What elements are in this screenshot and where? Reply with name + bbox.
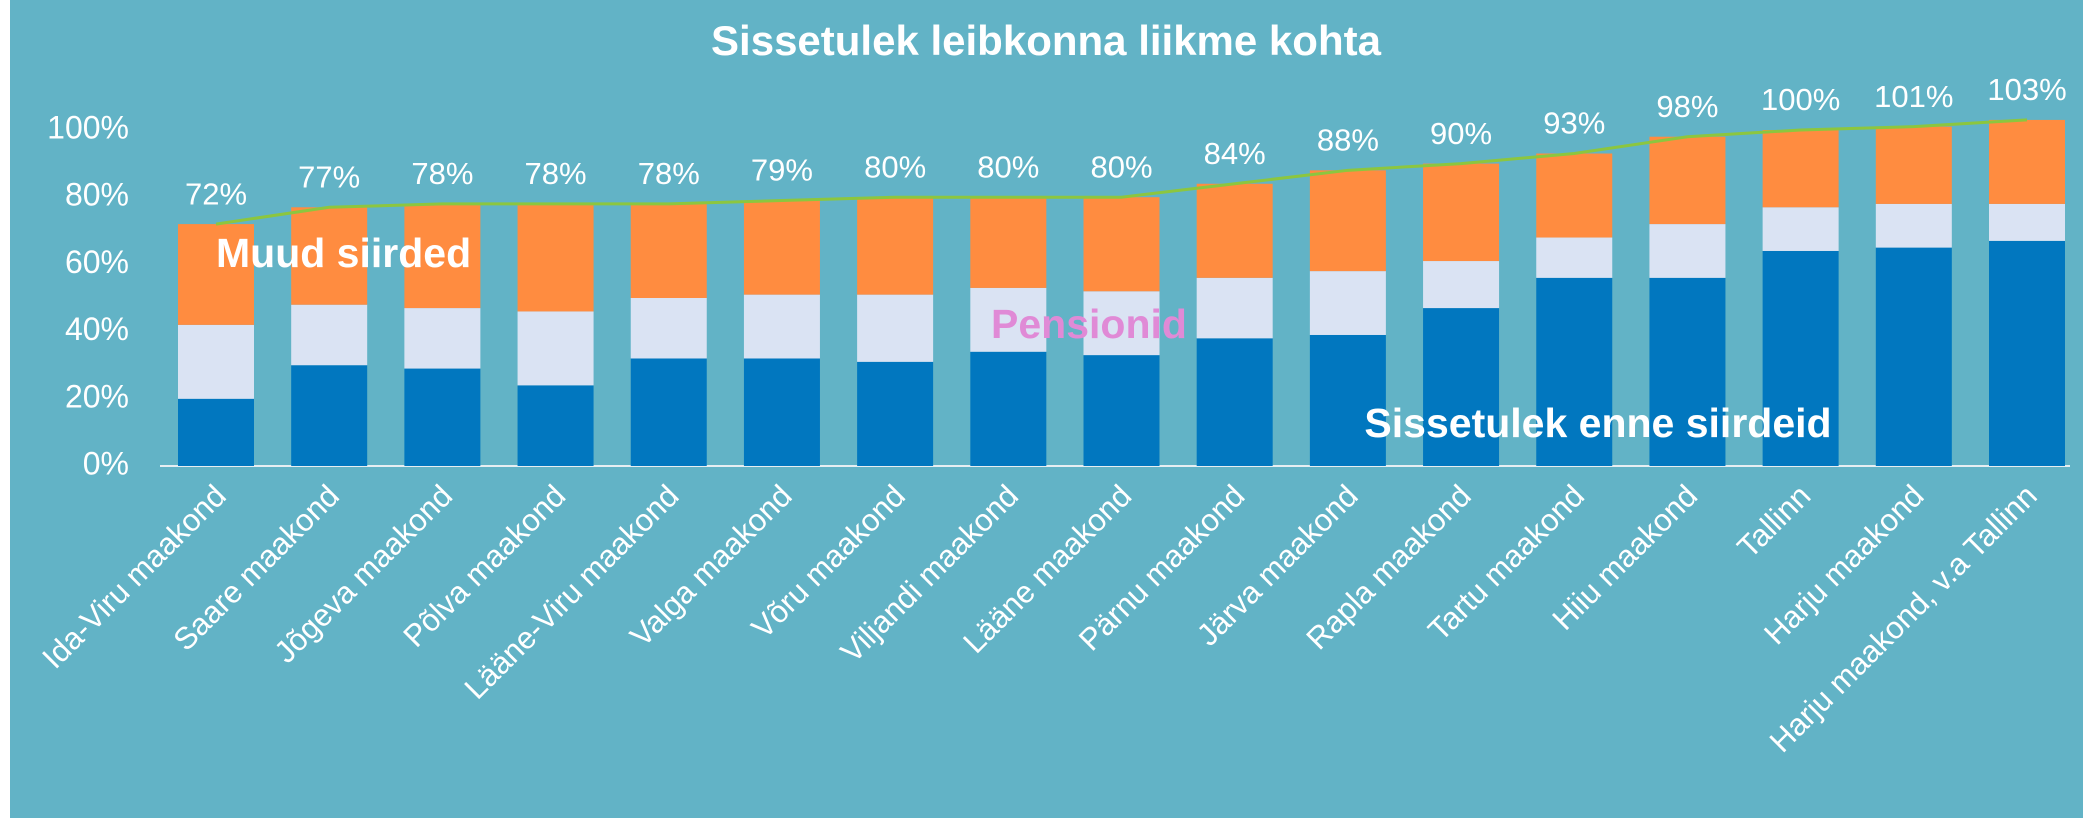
bar-segment xyxy=(970,197,1047,288)
total-label: 77% xyxy=(298,159,360,194)
bar-segment xyxy=(743,358,820,466)
bar-segment xyxy=(404,203,481,309)
total-label: 93% xyxy=(1543,106,1605,141)
bar-segment xyxy=(1762,250,1839,466)
bar-segment xyxy=(1309,170,1386,272)
bar-segment xyxy=(1989,240,2065,466)
bar-segment xyxy=(857,361,934,466)
bar-segment xyxy=(404,368,481,466)
total-label: 98% xyxy=(1656,89,1718,124)
bar-segment xyxy=(1762,130,1839,208)
series-annotation: Sissetulek enne siirdeid xyxy=(1364,400,1831,446)
bar-segment xyxy=(1423,308,1500,466)
bar-segment xyxy=(970,287,1047,352)
total-label: 88% xyxy=(1317,123,1379,158)
bar-segment xyxy=(1536,237,1613,278)
total-label: 90% xyxy=(1430,116,1492,151)
bar-segment xyxy=(857,294,934,362)
bar-segment xyxy=(517,385,594,466)
total-label: 78% xyxy=(411,156,473,191)
total-label: 80% xyxy=(864,149,926,184)
bar-segment xyxy=(1083,291,1160,356)
bar-segment xyxy=(1989,203,2065,241)
total-label: 78% xyxy=(638,156,700,191)
bar-segment xyxy=(630,358,707,466)
y-tick-label: 60% xyxy=(65,244,129,280)
bar-segment xyxy=(1423,261,1500,309)
bar-segment xyxy=(1196,338,1273,466)
bar-segment xyxy=(1196,277,1273,339)
bar-segment xyxy=(517,311,594,386)
y-tick-label: 40% xyxy=(65,311,129,347)
bar-segment xyxy=(1423,163,1500,262)
bar-segment xyxy=(1649,224,1726,278)
total-label: 72% xyxy=(185,176,247,211)
bar-segment xyxy=(1309,334,1386,466)
y-tick-label: 80% xyxy=(65,177,129,213)
series-annotation: Muud siirded xyxy=(216,230,471,276)
total-label: 100% xyxy=(1761,82,1840,117)
bar-segment xyxy=(517,203,594,312)
bar-segment xyxy=(1875,247,1952,466)
bar-segment xyxy=(178,224,254,325)
total-label: 103% xyxy=(1987,72,2066,107)
bar-segment xyxy=(1649,136,1726,225)
total-label: 80% xyxy=(1090,149,1152,184)
bar-segment xyxy=(743,200,820,295)
total-label: 78% xyxy=(525,156,587,191)
bar-segment xyxy=(1536,153,1613,238)
bar-segment xyxy=(1875,203,1952,248)
bar-segment xyxy=(1989,119,2065,204)
bar-segment xyxy=(970,351,1047,466)
bar-segment xyxy=(857,197,934,295)
bar-segment xyxy=(630,203,707,298)
bar-segment xyxy=(1196,183,1273,278)
bar-segment xyxy=(1875,126,1952,204)
bar-segment xyxy=(1762,207,1839,251)
bar-segment xyxy=(1309,271,1386,335)
bar-segment xyxy=(291,207,368,305)
bar-segment xyxy=(178,398,254,466)
y-tick-label: 100% xyxy=(47,109,129,145)
y-tick-label: 20% xyxy=(65,378,129,414)
total-label: 84% xyxy=(1204,136,1266,171)
bar-segment xyxy=(178,324,254,399)
bar-segment xyxy=(1536,277,1613,466)
series-annotation: Pensionid xyxy=(991,301,1187,347)
total-label: 101% xyxy=(1874,79,1953,114)
total-label: 80% xyxy=(977,149,1039,184)
total-line xyxy=(215,118,2028,226)
bar-segment xyxy=(1083,197,1160,292)
bar-segment xyxy=(404,308,481,369)
total-label: 79% xyxy=(751,153,813,188)
bar-segment xyxy=(291,365,368,466)
bar-segment xyxy=(1649,277,1726,466)
bar-segment xyxy=(291,304,368,366)
bar-segment xyxy=(1083,355,1160,466)
bar-segment xyxy=(743,294,820,359)
chart-title: Sissetulek leibkonna liikme kohta xyxy=(711,17,1382,64)
bar-segment xyxy=(630,298,707,359)
y-tick-label: 0% xyxy=(83,445,129,481)
